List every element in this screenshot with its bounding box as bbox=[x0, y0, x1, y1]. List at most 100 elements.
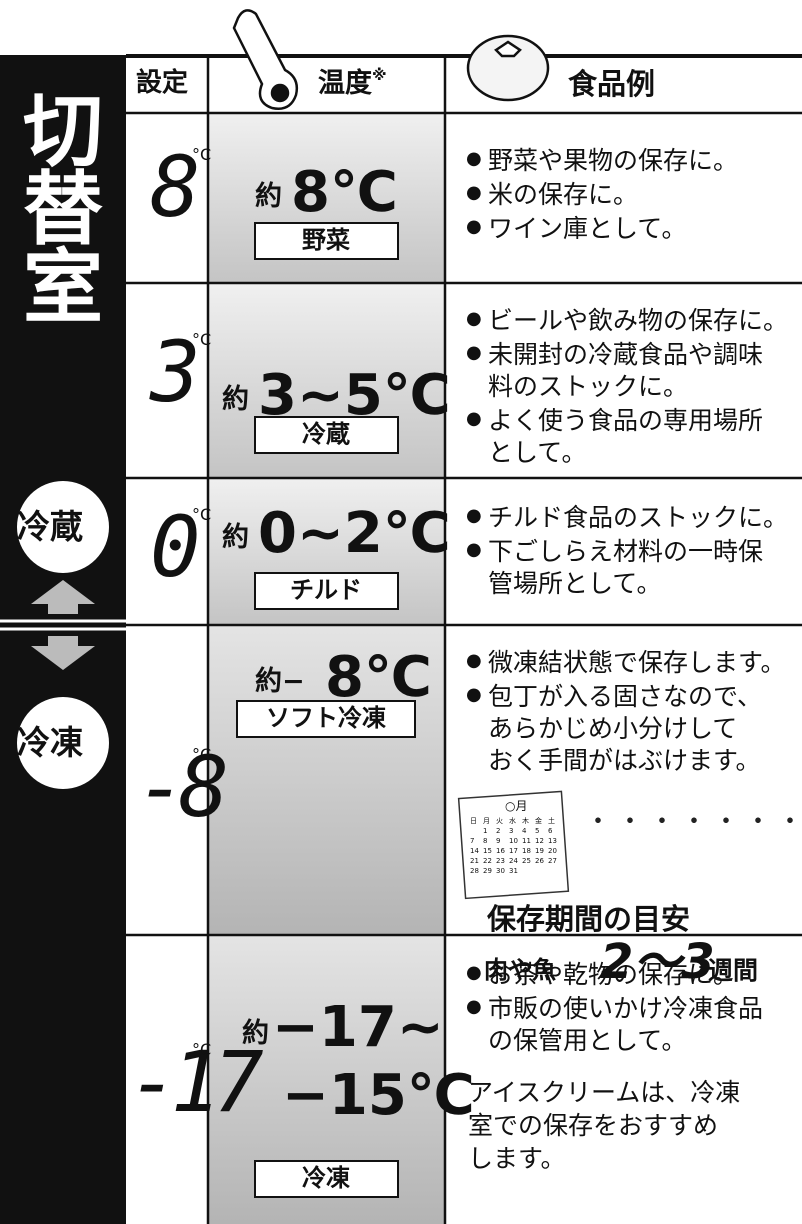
food-bullet: ● bbox=[466, 684, 482, 705]
food-bullet: ● bbox=[466, 539, 482, 560]
header-setting: 設定 bbox=[136, 68, 189, 98]
tomato-icon bbox=[466, 34, 550, 102]
side-label: 替 bbox=[23, 163, 103, 256]
calendar-day: 13 bbox=[548, 837, 557, 845]
calendar-day: 30 bbox=[496, 867, 505, 875]
fridge-badge bbox=[17, 481, 109, 573]
food-text: 未開封の冷蔵食品や調味 bbox=[488, 340, 764, 369]
temp-value: 8℃ bbox=[325, 645, 432, 710]
temp-prefix: 約 bbox=[222, 384, 249, 415]
calendar-weekday: 月 bbox=[483, 817, 490, 825]
food-text: よく使う食品の専用場所 bbox=[488, 406, 764, 435]
mode-label: 冷蔵 bbox=[302, 420, 350, 448]
calendar-day: 26 bbox=[535, 857, 544, 865]
temp-value: −15℃ bbox=[282, 1063, 475, 1128]
mode-label: 野菜 bbox=[302, 226, 350, 254]
calendar-weekday: 金 bbox=[535, 817, 542, 825]
calendar-day: 28 bbox=[470, 867, 479, 875]
food-text: ワイン庫として。 bbox=[488, 214, 687, 243]
calendar-day: 4 bbox=[522, 827, 527, 835]
food-text: あらかじめ小分けして bbox=[488, 714, 738, 743]
temp-value: −17~ bbox=[272, 995, 444, 1060]
storage-title: 保存期間の目安 bbox=[487, 902, 691, 936]
calendar-day: 5 bbox=[535, 827, 540, 835]
calendar-day: 31 bbox=[509, 867, 518, 875]
food-text: 米の保存に。 bbox=[488, 180, 639, 209]
mode-box bbox=[253, 1160, 399, 1198]
food-bullet: ● bbox=[466, 650, 482, 671]
mode-box bbox=[253, 416, 399, 454]
mode-label: 冷凍 bbox=[302, 1164, 350, 1192]
mode-label: チルド bbox=[290, 576, 362, 604]
fridge-label: 冷蔵 bbox=[17, 507, 83, 546]
food-text: お茶や乾物の保存に。 bbox=[488, 960, 739, 989]
food-bullet: ● bbox=[466, 182, 482, 203]
food-text: の保管用として。 bbox=[488, 1026, 687, 1055]
calendar-day: 8 bbox=[483, 837, 488, 845]
food-text: 微凍結状態で保存します。 bbox=[488, 648, 786, 677]
freezer-badge bbox=[17, 697, 109, 789]
calendar-day: 21 bbox=[470, 857, 479, 865]
temp-prefix: 約 bbox=[255, 181, 282, 212]
calendar-day: 7 bbox=[470, 837, 475, 845]
calendar-day: 12 bbox=[535, 837, 544, 845]
food-text: 下ごしらえ材料の一時保 bbox=[488, 537, 764, 566]
temp-prefix: 約 bbox=[222, 522, 249, 553]
header-temperature: 温度 bbox=[318, 68, 372, 99]
food-text: ビールや飲み物の保存に。 bbox=[488, 306, 789, 335]
calendar-weekday: 日 bbox=[470, 817, 477, 825]
side-label: 室 bbox=[23, 241, 103, 334]
calendar-weekday: 土 bbox=[548, 817, 555, 825]
setting-unit: °C bbox=[192, 745, 212, 764]
side-label: 切 bbox=[23, 85, 103, 178]
setting-unit: °C bbox=[192, 505, 212, 524]
calendar-day: 22 bbox=[483, 857, 492, 865]
food-bullet: ● bbox=[466, 505, 482, 526]
dots: ・・・・・・・・・・ bbox=[585, 807, 802, 837]
setting-display: 0 bbox=[150, 498, 200, 596]
thermometer-icon bbox=[232, 9, 299, 110]
calendar-day: 27 bbox=[548, 857, 557, 865]
calendar-day: 23 bbox=[496, 857, 505, 865]
arrow-down bbox=[31, 636, 95, 670]
food-bullet: ● bbox=[466, 408, 482, 429]
food-text: チルド食品のストックに。 bbox=[488, 503, 789, 532]
calendar-day: 19 bbox=[535, 847, 544, 855]
food-text: 野菜や果物の保存に。 bbox=[488, 146, 739, 175]
note-text: アイスクリームは、冷凍 bbox=[468, 1078, 741, 1107]
temp-value: 0~2℃ bbox=[258, 501, 451, 566]
calendar-day: 25 bbox=[522, 857, 531, 865]
temp-prefix: 約− bbox=[255, 666, 305, 697]
calendar-day: 2 bbox=[496, 827, 501, 835]
temp-prefix: 約 bbox=[242, 1018, 269, 1049]
food-bullet: ● bbox=[466, 342, 482, 363]
food-bullet: ● bbox=[466, 962, 482, 983]
food-bullet: ● bbox=[466, 308, 482, 329]
mode-box bbox=[253, 222, 399, 260]
mode-box bbox=[253, 572, 399, 610]
temp-value: 3~5℃ bbox=[258, 363, 451, 428]
setting-unit: °C bbox=[192, 145, 212, 164]
arrow-up bbox=[31, 580, 95, 614]
setting-display: 8 bbox=[150, 138, 200, 236]
food-text: おく手間がはぶけます。 bbox=[488, 746, 761, 775]
calendar-weekday: 木 bbox=[522, 817, 529, 825]
calendar-day: 16 bbox=[496, 847, 505, 855]
calendar-month: ○月 bbox=[505, 799, 528, 813]
food-text: 市販の使いかけ冷凍食品 bbox=[488, 994, 764, 1023]
setting-display: -17 bbox=[128, 1033, 264, 1131]
food-text: 包丁が入る固さなので、 bbox=[488, 682, 763, 711]
calendar-weekday: 水 bbox=[509, 817, 516, 825]
storage-unit: 週間 bbox=[708, 956, 759, 985]
calendar-day: 9 bbox=[496, 837, 501, 845]
freezer-label: 冷凍 bbox=[17, 723, 83, 762]
setting-unit: °C bbox=[192, 330, 212, 349]
note-text: 室での保存をおすすめ bbox=[468, 1111, 719, 1140]
food-text: 管場所として。 bbox=[488, 569, 662, 598]
food-text: として。 bbox=[488, 438, 587, 467]
calendar-day: 17 bbox=[509, 847, 518, 855]
calendar-day: 15 bbox=[483, 847, 492, 855]
note-text: します。 bbox=[468, 1144, 566, 1173]
calendar-day: 1 bbox=[483, 827, 488, 835]
setting-display: -8 bbox=[136, 738, 229, 836]
